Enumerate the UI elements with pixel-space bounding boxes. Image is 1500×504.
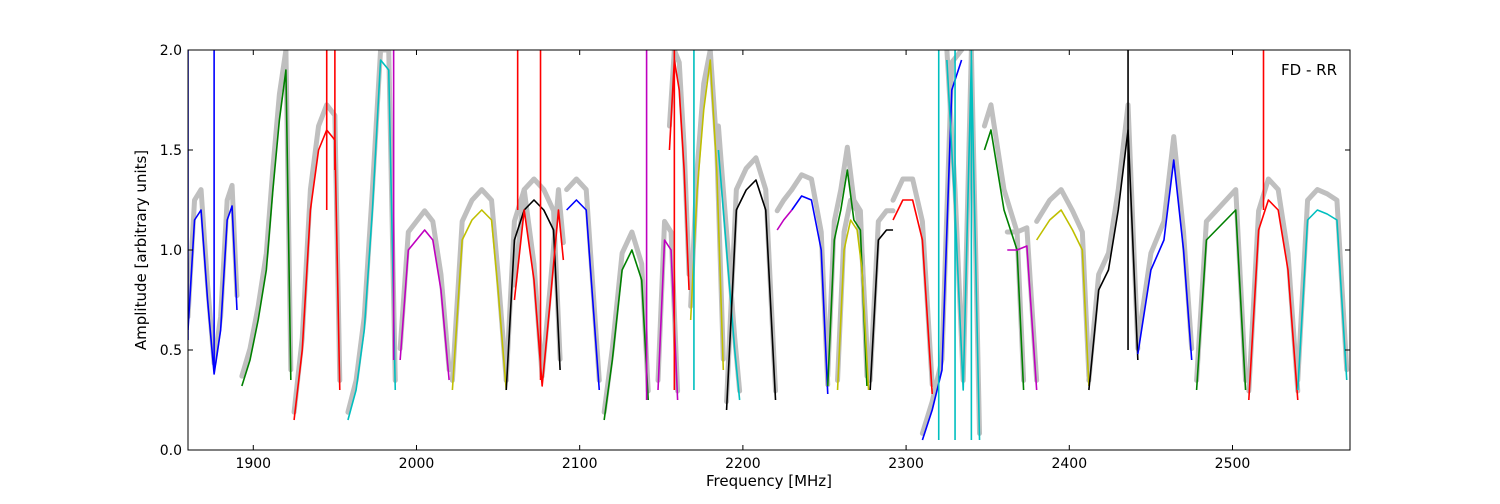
series-line-12	[689, 59, 725, 371]
series-line-26	[1088, 129, 1139, 391]
series-line-19	[869, 229, 894, 391]
series-line-17	[826, 169, 868, 387]
series-line-13	[717, 149, 741, 401]
background-envelope-27	[1135, 134, 1195, 352]
background-envelope-30	[1295, 187, 1350, 383]
series-line-16	[791, 195, 829, 395]
background-envelope-1	[239, 50, 294, 379]
series-line-7	[513, 209, 565, 387]
series-line-3	[347, 59, 397, 421]
series-line-15	[776, 209, 793, 231]
y-tick-label-0: 0.0	[160, 443, 182, 459]
series-line-22	[946, 59, 981, 441]
background-envelope-29	[1246, 176, 1301, 394]
series-line-30	[1296, 209, 1348, 391]
y-axis-label: Amplitude [arbitrary units]	[132, 150, 150, 350]
x-tick-label-5: 2400	[1051, 456, 1087, 472]
series-line-5	[451, 209, 508, 391]
chart-annotation: FD - RR	[1281, 61, 1337, 79]
y-tick-label-1: 0.5	[160, 343, 182, 359]
series-line-11	[668, 59, 690, 291]
y-tick-label-2: 1.0	[160, 243, 182, 259]
background-envelope-20	[890, 176, 935, 388]
series-line-27	[1137, 159, 1193, 361]
series-line-29	[1248, 199, 1299, 401]
y-tick-label-4: 2.0	[160, 43, 182, 59]
series-line-6	[505, 199, 561, 391]
background-envelope-3	[345, 50, 398, 415]
spike-layer	[188, 50, 1265, 440]
background-envelope-14	[724, 155, 779, 405]
x-tick-label-0: 1900	[235, 456, 271, 472]
series-line-1	[241, 69, 292, 387]
series-line-24	[1007, 245, 1038, 391]
series-line-14	[725, 179, 777, 411]
x-tick-label-1: 2000	[399, 456, 435, 472]
background-envelope-24	[1004, 225, 1040, 383]
background-envelope-8	[564, 176, 602, 383]
background-envelope-6	[503, 176, 563, 383]
background-envelope-4	[397, 208, 452, 373]
series-layer	[188, 59, 1348, 441]
series-line-8	[566, 199, 601, 391]
series-line-25	[1035, 209, 1090, 387]
background-envelope-26	[1086, 102, 1141, 383]
series-line-4	[399, 229, 450, 381]
y-tick-label-3: 1.5	[160, 143, 182, 159]
background-envelope-9	[601, 229, 651, 415]
series-line-20	[892, 199, 934, 395]
x-tick-label-2: 2100	[562, 456, 598, 472]
background-envelope-28	[1194, 187, 1249, 383]
y-axis-ticks: 0.0 0.5 1.0 1.5 2.0	[160, 43, 1350, 459]
background-envelope-15	[774, 187, 795, 214]
x-tick-label-3: 2200	[725, 456, 761, 472]
background-envelope-5	[449, 187, 509, 383]
x-tick-label-4: 2300	[888, 456, 924, 472]
background-envelope-17	[825, 144, 870, 379]
series-line-9	[603, 249, 650, 421]
series-line-28	[1195, 209, 1247, 391]
series-line-0	[188, 205, 238, 375]
series-line-18	[836, 219, 870, 391]
x-tick-label-6: 2500	[1215, 456, 1251, 472]
x-axis-ticks: 1900 2000 2100 2200 2300 2400 2500	[235, 50, 1250, 472]
x-axis-label: Frequency [MHz]	[706, 472, 832, 490]
